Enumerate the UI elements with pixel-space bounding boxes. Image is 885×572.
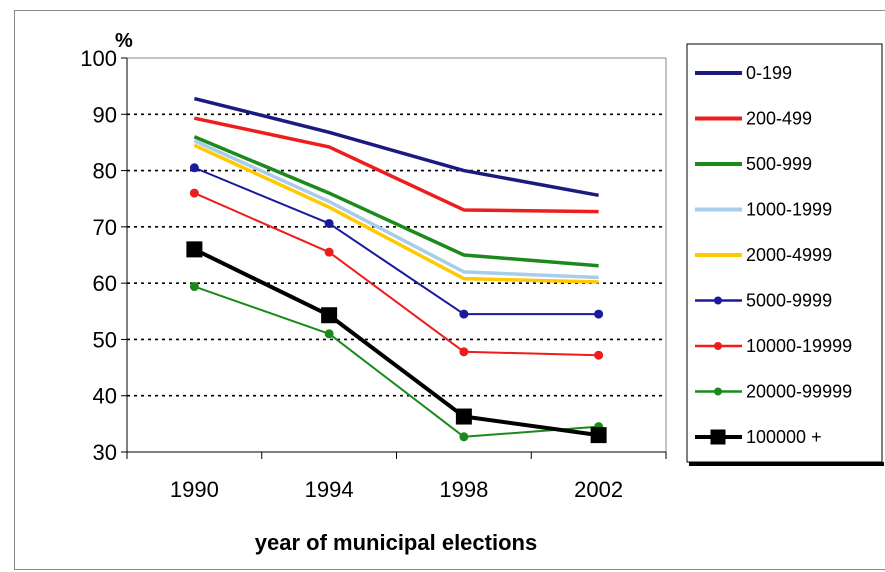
y-tick-label: 90 <box>93 102 117 127</box>
series-line <box>193 139 599 280</box>
data-point <box>189 188 199 198</box>
series-100000 <box>186 241 607 444</box>
y-tick-label: 60 <box>93 271 117 296</box>
data-point <box>189 163 199 173</box>
data-point <box>714 387 722 396</box>
series-20000-99999 <box>189 282 604 442</box>
data-point <box>459 432 469 442</box>
series-500-999 <box>193 135 599 268</box>
series-0-199 <box>193 96 599 198</box>
series-line <box>193 135 599 268</box>
y-tick-label: 30 <box>93 440 117 465</box>
series-line <box>193 96 599 198</box>
legend-item: 200-499 <box>695 109 812 129</box>
legend-label: 1000-1999 <box>746 200 832 220</box>
y-tick-label: 80 <box>93 159 117 184</box>
data-point <box>455 408 472 425</box>
x-tick-label: 1998 <box>439 477 488 502</box>
data-point <box>594 350 604 360</box>
legend-label: 200-499 <box>746 109 812 129</box>
y-tick-label: 100 <box>80 46 117 71</box>
series-line <box>194 116 599 214</box>
legend-item: 20000-99999 <box>695 382 852 402</box>
series-5000-9999 <box>189 163 604 319</box>
legend: 0-199 200-499 500-999 1000-1999 2000-4999 500… <box>686 43 884 466</box>
data-point <box>710 429 726 445</box>
data-point <box>324 218 334 228</box>
series-10000-19999 <box>189 188 604 360</box>
data-point <box>186 241 203 258</box>
data-point <box>324 247 334 257</box>
legend-label: 0-199 <box>746 63 792 83</box>
data-point <box>590 427 607 444</box>
x-axis-title: year of municipal elections <box>255 530 537 555</box>
legend-item: 500-999 <box>695 154 812 174</box>
legend-item: 0-199 <box>695 63 792 83</box>
legend-label: 100000 + <box>746 427 822 447</box>
data-point <box>459 309 469 319</box>
y-axis-unit-label: % <box>115 30 133 52</box>
data-point <box>594 309 604 319</box>
series-line <box>193 192 599 357</box>
legend-item: 1000-1999 <box>695 200 832 220</box>
series-line <box>194 285 599 438</box>
x-tick-label: 1994 <box>305 477 354 502</box>
series-line <box>193 166 599 316</box>
axes: 30 40 50 60 70 80 90 100 1990 1994 1998 2002 <box>80 46 667 502</box>
legend-label: 5000-9999 <box>746 291 832 311</box>
y-tick-label: 50 <box>93 327 117 352</box>
series-line <box>193 247 599 438</box>
series-lines <box>186 96 607 444</box>
series-200-499 <box>194 116 599 214</box>
legend-label: 500-999 <box>746 154 812 174</box>
data-point <box>459 347 469 357</box>
series-1000-1999 <box>193 139 599 280</box>
y-tick-label: 40 <box>93 384 117 409</box>
legend-label: 2000-4999 <box>746 245 832 265</box>
chart-frame <box>14 10 885 570</box>
data-point <box>189 282 199 292</box>
data-point <box>324 329 334 339</box>
y-tick-label: 70 <box>93 215 117 240</box>
legend-item: 10000-19999 <box>695 336 852 356</box>
data-point <box>714 296 722 305</box>
x-tick-label: 2002 <box>574 477 623 502</box>
legend-item: 5000-9999 <box>695 291 832 311</box>
legend-item: 2000-4999 <box>695 245 832 265</box>
series-2000-4999 <box>193 143 599 284</box>
data-point <box>321 307 338 324</box>
data-point <box>714 342 722 350</box>
legend-label: 10000-19999 <box>746 336 852 356</box>
legend-item: 100000 + <box>695 427 822 447</box>
x-tick-label: 1990 <box>170 477 219 502</box>
legend-label: 20000-99999 <box>746 382 852 402</box>
series-line <box>193 143 599 284</box>
